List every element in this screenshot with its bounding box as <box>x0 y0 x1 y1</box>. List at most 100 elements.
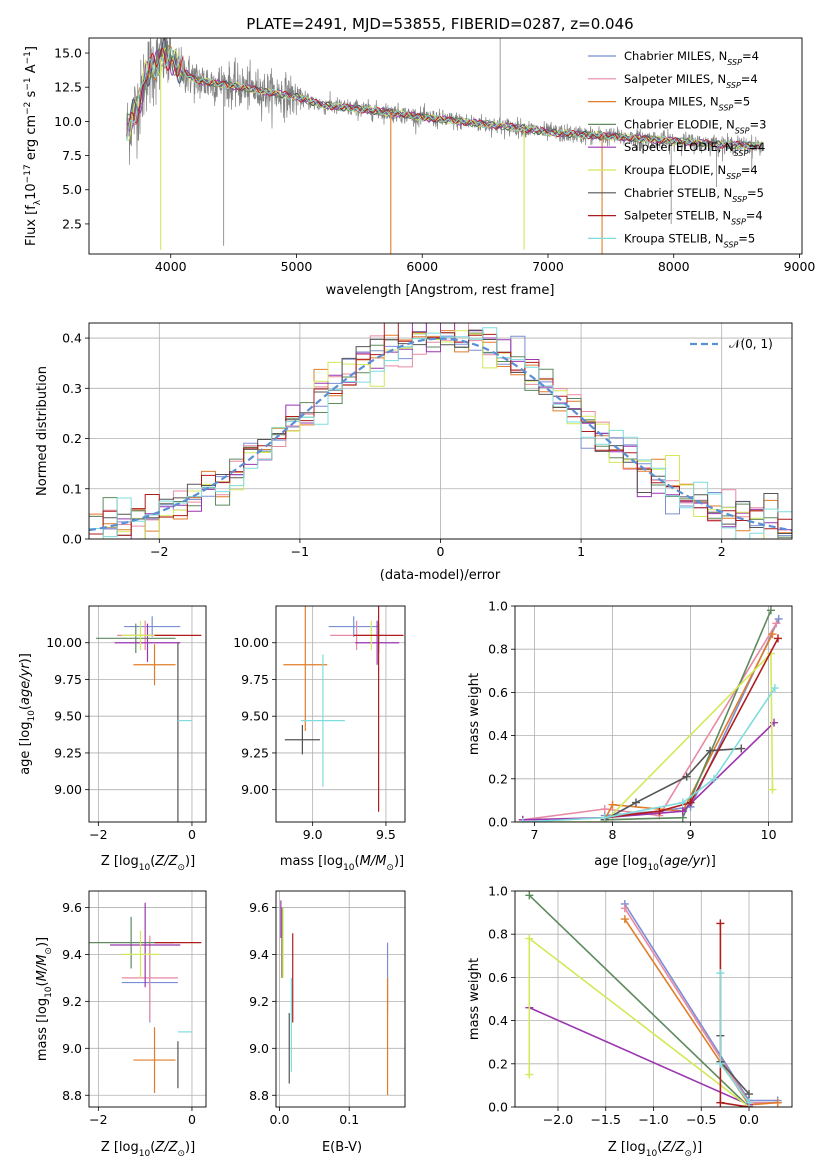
series-marker <box>773 634 782 643</box>
axis-label-part: −2 <box>23 102 33 115</box>
legend-entry: Kroupa STELIB, NSSP=5 <box>624 231 755 249</box>
series-line-kroupa-elodie <box>522 651 774 822</box>
x-tick-label: 9.0 <box>303 827 323 842</box>
y-tick-label: 15.0 <box>54 46 82 61</box>
y-tick-label: 1.0 <box>488 599 508 614</box>
axes-frame <box>88 37 803 255</box>
axis-label-part: ( <box>657 1140 662 1155</box>
mass-weight-vs-metallicity-panel: −2.0 −1.5 −1.0 −0.5 0.0 0.0 0.2 0.4 0.6 0.8 1.0 Z [… <box>467 884 793 1159</box>
y-tick-label: 0.6 <box>488 685 508 700</box>
y-tick-label: 9.75 <box>54 672 82 687</box>
y-axis-label: mass [log10(M/M⊙)] <box>35 937 54 1061</box>
series-marker <box>678 807 687 816</box>
plot-area <box>518 606 783 822</box>
y-tick-label: 7.5 <box>62 148 82 163</box>
plot-area <box>280 900 389 1096</box>
series-line-chabrier-miles <box>604 618 780 817</box>
axes-frame <box>275 890 406 1108</box>
series-line-chabrier-elodie <box>528 894 750 1107</box>
series-marker <box>678 798 687 807</box>
axis-label-part: )] <box>35 937 50 947</box>
series-marker <box>773 1098 782 1107</box>
axis-label-part: ( <box>18 705 33 710</box>
series-line-salpeter-elodie <box>522 722 775 821</box>
y-axis-label: mass weight <box>467 673 482 755</box>
legend-entry: Chabrier STELIB, NSSP=5 <box>624 186 764 204</box>
y-tick-label: 0.0 <box>488 1100 508 1115</box>
series-marker <box>709 774 718 783</box>
legend-entry: Chabrier ELODIE, NSSP=3 <box>624 117 766 135</box>
axis-label-part: ( <box>355 854 360 869</box>
series-marker <box>772 619 781 628</box>
figure-title: PLATE=2491, MJD=53855, FIBERID=0287, z=0… <box>246 15 633 33</box>
axis-label-part: −1 <box>23 51 33 64</box>
series-marker <box>620 904 629 913</box>
axis-label-part: ⊙ <box>684 1149 692 1159</box>
plot-area <box>89 323 792 539</box>
x-axis-label: Z [log10(Z/Z⊙)] <box>608 1140 702 1159</box>
y-tick-label: 0.1 <box>62 481 82 496</box>
axis-label-part: 10 <box>44 986 54 998</box>
y-tick-label: 10.00 <box>46 635 82 650</box>
axis-label-part: A <box>24 64 39 77</box>
y-tick-label: 0.2 <box>62 431 82 446</box>
legend-text: =4 <box>741 72 758 86</box>
series-marker <box>745 1098 754 1107</box>
x-axis-label: mass [log10(M/M⊙)] <box>280 854 404 873</box>
y-tick-label: 9.50 <box>54 709 82 724</box>
axis-label-part: 10 <box>139 1149 151 1159</box>
axis-label-part: age [log <box>18 722 33 775</box>
axis-label-part: ⊙ <box>44 947 54 955</box>
axis-label-part: λ <box>33 199 43 205</box>
y-tick-label: 10.00 <box>233 635 269 650</box>
x-tick-label: −1 <box>291 544 309 559</box>
x-tick-label: 8000 <box>658 259 690 274</box>
x-tick-label: 0 <box>188 827 196 842</box>
legend-entry: 𝒩(0, 1) <box>729 337 773 351</box>
series-marker <box>768 785 777 794</box>
plot-area <box>96 616 202 822</box>
residual-histogram-panel: −2 −1 0 1 2 0.0 0.1 0.2 0.3 0.4 (data-model)/error… <box>35 322 793 583</box>
legend-text: Kroupa ELODIE, N <box>624 163 726 177</box>
x-tick-label: −0.5 <box>686 1112 716 1127</box>
series-marker <box>737 744 746 753</box>
legend-subscript: SSP <box>735 126 750 135</box>
series-marker <box>631 798 640 807</box>
y-tick-label: 9.0 <box>249 1041 269 1056</box>
axis-label-part: 10 <box>647 863 659 873</box>
legend-text: Chabrier STELIB, N <box>624 186 732 200</box>
axis-label-part: )] <box>706 854 716 869</box>
x-tick-label: −2 <box>150 544 168 559</box>
normal-curve <box>89 337 792 532</box>
legend-subscript: SSP <box>724 240 739 249</box>
y-tick-label: 2.5 <box>62 216 82 231</box>
legend-text: Chabrier MILES, N <box>624 49 727 63</box>
axis-label-part: Z [log <box>101 1140 139 1155</box>
mass-vs-metallicity-panel: −2 08.89.09.29.49.6Z [log10(Z/Z⊙)]mass [l… <box>35 890 207 1159</box>
axes-frame <box>88 605 207 823</box>
legend-subscript: SSP <box>731 217 746 226</box>
axes-frame <box>514 605 793 823</box>
x-tick-label: 9000 <box>784 259 816 274</box>
axis-label-part: ⊙ <box>177 863 185 873</box>
y-tick-label: 5.0 <box>62 182 82 197</box>
axis-label-part: )] <box>394 854 404 869</box>
legend-text: Kroupa STELIB, N <box>624 231 724 245</box>
series-marker <box>686 798 695 807</box>
y-tick-label: 9.00 <box>54 782 82 797</box>
y-axis-label: age [log10(age/yr)] <box>18 653 37 775</box>
series-line-kroupa-miles <box>603 633 774 821</box>
x-tick-label: 2 <box>718 544 726 559</box>
mass-vs-extinction-panel: 0.0 0.1 8.8 9.0 9.2 9.4 9.6 E(B-V) <box>249 890 406 1155</box>
legend-text: Salpeter ELODIE, N <box>624 140 734 154</box>
series-marker <box>620 915 629 924</box>
x-axis-label: wavelength [Angstrom, rest frame] <box>326 283 555 298</box>
legend-subscript: SSP <box>727 58 742 67</box>
x-tick-label: 9 <box>687 827 695 842</box>
axis-label-part: 10 <box>646 1149 658 1159</box>
plot-area <box>283 606 404 812</box>
x-tick-label: −2 <box>89 827 107 842</box>
x-axis-label: age [log10(age/yr)] <box>594 854 716 873</box>
legend-entry: Salpeter ELODIE, NSSP=4 <box>624 140 765 158</box>
